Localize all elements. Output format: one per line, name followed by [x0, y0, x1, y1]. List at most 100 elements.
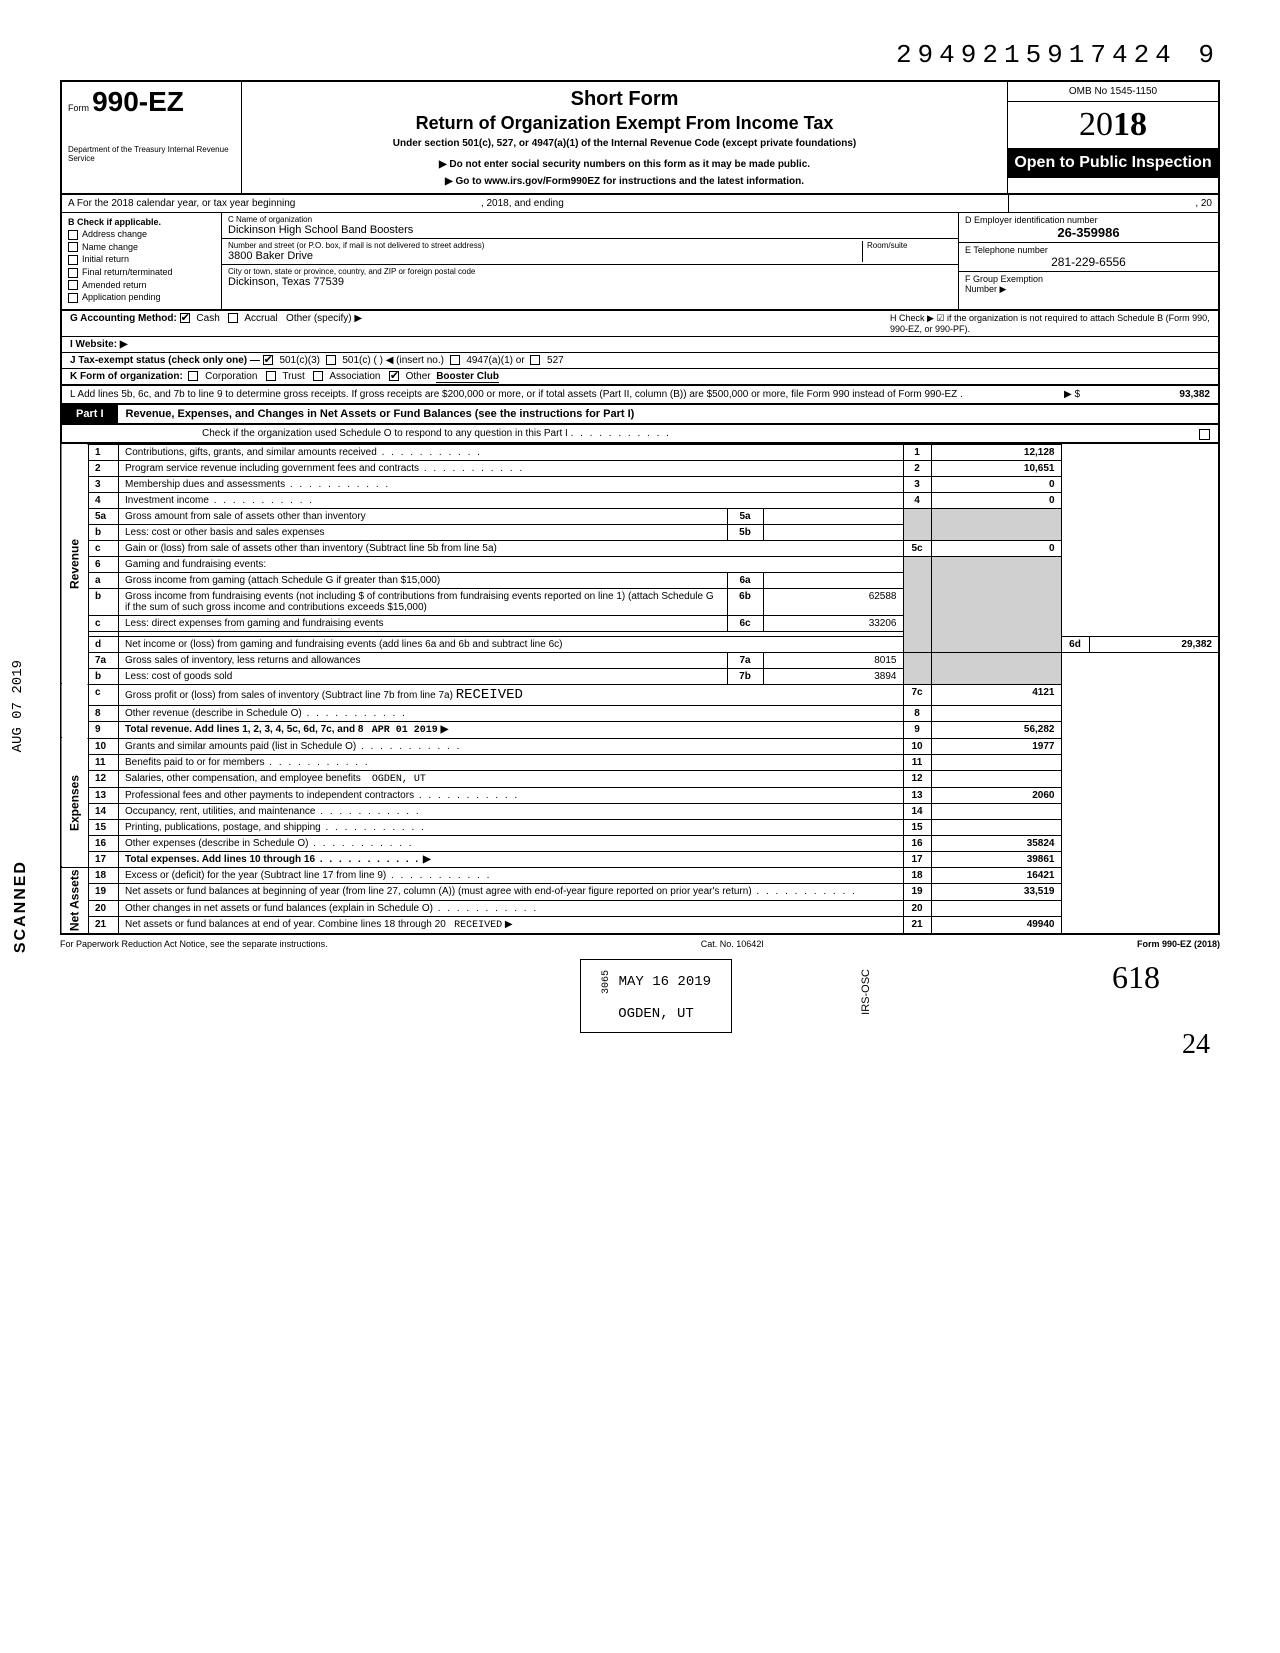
line-desc: Other revenue (describe in Schedule O): [125, 708, 302, 719]
document-locator-number: 2949215917424 9: [60, 40, 1220, 70]
chk-initial-return[interactable]: Initial return: [68, 254, 215, 265]
line-box: 7c: [903, 684, 931, 705]
line-box: 2: [903, 460, 931, 476]
chk-other-org[interactable]: [389, 371, 399, 381]
line-box: 12: [903, 770, 931, 787]
mid-val: 33206: [763, 615, 903, 631]
line-box: 1: [903, 444, 931, 460]
other-org-value: Booster Club: [436, 371, 499, 383]
line-desc: Investment income: [125, 495, 209, 506]
line-box: 15: [903, 819, 931, 835]
chk-527[interactable]: [530, 355, 540, 365]
trust-label: Trust: [282, 371, 304, 382]
cat-no: Cat. No. 10642I: [701, 939, 764, 949]
city-cell: City or town, state or province, country…: [222, 265, 958, 290]
chk-corporation[interactable]: [188, 371, 198, 381]
line-num: b: [89, 588, 119, 615]
chk-amended-return[interactable]: Amended return: [68, 280, 215, 291]
header-right: OMB No 1545-1150 2018 Open to Public Ins…: [1008, 82, 1218, 193]
row-l: L Add lines 5b, 6c, and 7b to line 9 to …: [60, 386, 1220, 405]
line-box: 6d: [1061, 636, 1089, 652]
line-box: 9: [903, 721, 931, 738]
line-desc: Occupancy, rent, utilities, and maintena…: [125, 806, 315, 817]
j-label: J Tax-exempt status (check only one) —: [70, 355, 260, 366]
line-val: 56,282: [931, 721, 1061, 738]
line-num: 7a: [89, 652, 119, 668]
lines-table: Revenue 1 Contributions, gifts, grants, …: [60, 444, 1220, 936]
footer: For Paperwork Reduction Act Notice, see …: [60, 939, 1220, 949]
line-12: 12 Salaries, other compensation, and emp…: [61, 770, 1219, 787]
line-desc: Less: cost or other basis and sales expe…: [125, 527, 325, 538]
line-num: 16: [89, 835, 119, 851]
line-17: 17 Total expenses. Add lines 10 through …: [61, 851, 1219, 867]
line-9: 9 Total revenue. Add lines 1, 2, 3, 4, 5…: [61, 721, 1219, 738]
chk-final-return[interactable]: Final return/terminated: [68, 267, 215, 278]
g-label: G Accounting Method:: [70, 313, 177, 324]
line-desc: Other changes in net assets or fund bala…: [125, 903, 433, 914]
line-desc: Membership dues and assessments: [125, 479, 285, 490]
line-desc: Printing, publications, postage, and shi…: [125, 822, 321, 833]
part1-check-row: Check if the organization used Schedule …: [60, 425, 1220, 444]
line-6: 6 Gaming and fundraising events:: [61, 556, 1219, 572]
l-text: L Add lines 5b, 6c, and 7b to line 9 to …: [70, 389, 1000, 400]
line-desc: Gross amount from sale of assets other t…: [125, 511, 366, 522]
row-i: I Website: ▶: [62, 337, 1218, 353]
line-11: 11 Benefits paid to or for members 11: [61, 754, 1219, 770]
line-14: 14 Occupancy, rent, utilities, and maint…: [61, 803, 1219, 819]
line-desc: Excess or (deficit) for the year (Subtra…: [125, 870, 386, 881]
l-arrow: ▶ $: [1000, 389, 1080, 400]
l-value: 93,382: [1080, 389, 1210, 400]
line-box: 20: [903, 900, 931, 916]
line-val: 10,651: [931, 460, 1061, 476]
chk-501c3[interactable]: [263, 355, 273, 365]
line-desc: Gaming and fundraising events:: [125, 559, 266, 570]
line-val: [931, 705, 1061, 721]
line-a-mid: , 2018, and ending: [481, 198, 564, 209]
part1-check-text: Check if the organization used Schedule …: [202, 428, 568, 439]
chk-4947[interactable]: [450, 355, 460, 365]
chk-name-change[interactable]: Name change: [68, 242, 215, 253]
chk-association[interactable]: [313, 371, 323, 381]
line-desc: Total revenue. Add lines 1, 2, 3, 4, 5c,…: [125, 724, 363, 735]
chk-application-pending[interactable]: Application pending: [68, 292, 215, 303]
line-10: Expenses 10 Grants and similar amounts p…: [61, 738, 1219, 754]
line-16: 16 Other expenses (describe in Schedule …: [61, 835, 1219, 851]
line-num: 9: [89, 721, 119, 738]
chk-label: Name change: [82, 242, 138, 252]
line-num: d: [89, 636, 119, 652]
line-num: 2: [89, 460, 119, 476]
section-ghijk: G Accounting Method: Cash Accrual Other …: [60, 311, 1220, 386]
line-num: 4: [89, 492, 119, 508]
line-a: A For the 2018 calendar year, or tax yea…: [60, 195, 1220, 213]
line-val: 4121: [931, 684, 1061, 705]
line-desc: Gross sales of inventory, less returns a…: [125, 655, 360, 666]
corp-label: Corporation: [205, 371, 257, 382]
part1-checkbox[interactable]: [1199, 429, 1210, 440]
part1-label: Part I: [62, 405, 118, 423]
line-18: Net Assets 18 Excess or (deficit) for th…: [61, 867, 1219, 883]
chk-cash[interactable]: [180, 313, 190, 323]
return-title: Return of Organization Exempt From Incom…: [250, 113, 999, 134]
apr-stamp: APR 01 2019: [372, 725, 438, 736]
line-val: [931, 803, 1061, 819]
insert-no: ) ◀ (insert no.): [380, 355, 444, 366]
chk-label: Address change: [82, 229, 147, 239]
chk-501c[interactable]: [326, 355, 336, 365]
website-label: I Website: ▶: [70, 339, 128, 350]
line-box: 17: [903, 851, 931, 867]
line-desc: Other expenses (describe in Schedule O): [125, 838, 308, 849]
line-val: 49940: [931, 916, 1061, 934]
chk-trust[interactable]: [266, 371, 276, 381]
line-num: a: [89, 572, 119, 588]
accrual-label: Accrual: [244, 313, 277, 324]
chk-address-change[interactable]: Address change: [68, 229, 215, 240]
chk-label: Final return/terminated: [82, 267, 173, 277]
line-desc: Professional fees and other payments to …: [125, 790, 414, 801]
line-1: Revenue 1 Contributions, gifts, grants, …: [61, 444, 1219, 460]
hand-618: 618: [1112, 959, 1160, 996]
chk-accrual[interactable]: [228, 313, 238, 323]
pra-notice: For Paperwork Reduction Act Notice, see …: [60, 939, 328, 949]
grey-cell: [931, 556, 1061, 652]
row-k: K Form of organization: Corporation Trus…: [62, 369, 1218, 384]
form-header: Form 990-EZ Department of the Treasury I…: [60, 80, 1220, 195]
